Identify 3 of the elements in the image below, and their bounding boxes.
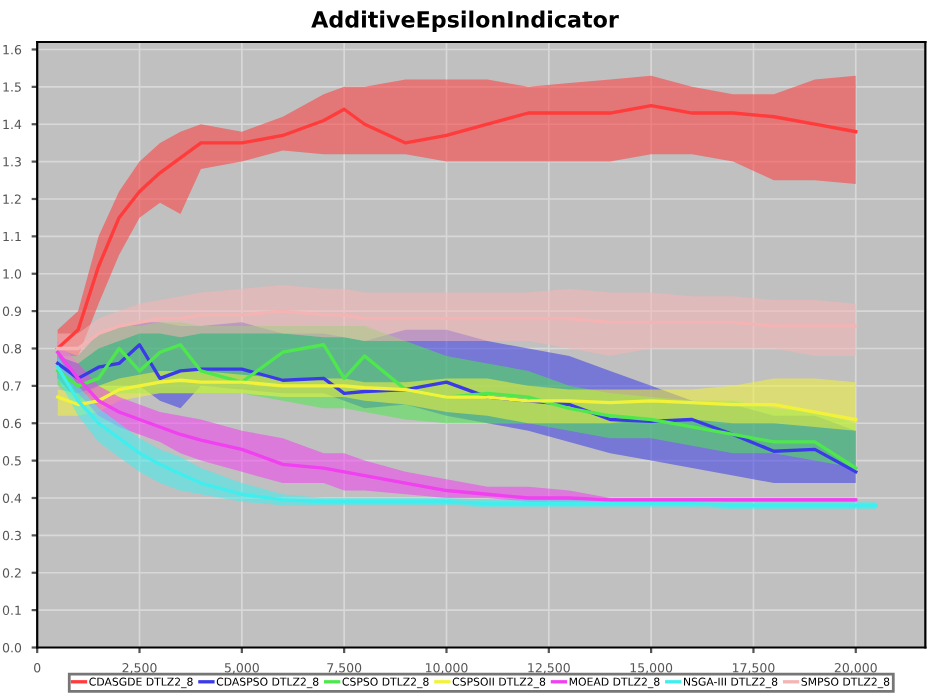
line-series — [55, 309, 858, 351]
chart-title: AdditiveEpsilonIndicator — [311, 10, 619, 33]
line-series — [55, 378, 858, 422]
